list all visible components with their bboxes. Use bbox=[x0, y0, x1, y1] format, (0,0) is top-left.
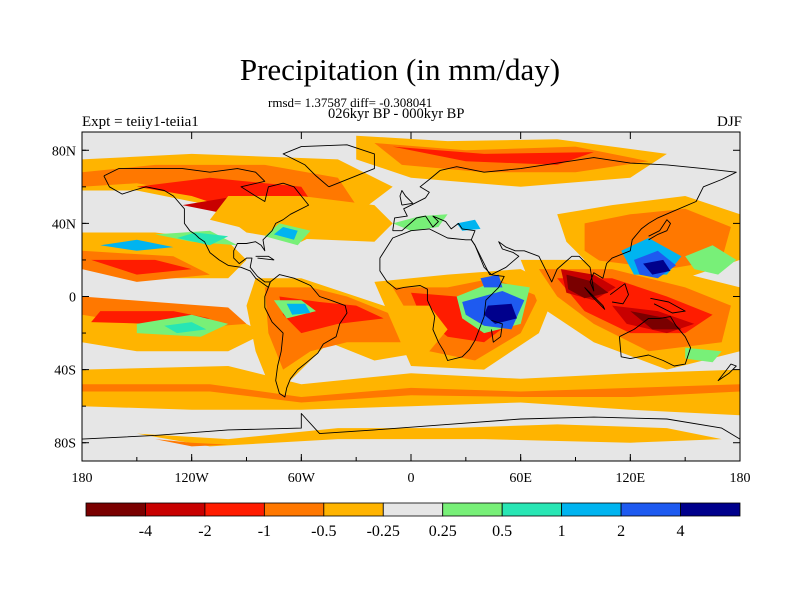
colorbar-label: 2 bbox=[617, 523, 625, 540]
colorbar-segment bbox=[145, 502, 206, 517]
x-tick-label: 60E bbox=[509, 471, 532, 486]
x-tick-label: 180 bbox=[72, 471, 93, 486]
colorbar-segment bbox=[620, 502, 681, 517]
colorbar-label: -0.5 bbox=[311, 523, 336, 540]
colorbar-segment bbox=[501, 502, 563, 517]
colorbar-segment bbox=[263, 502, 325, 517]
chart-title: Precipitation (in mm/day) bbox=[239, 52, 561, 87]
anomaly-region bbox=[643, 259, 671, 275]
anomaly-region bbox=[630, 311, 682, 330]
y-tick-label: 40N bbox=[52, 217, 76, 232]
anomaly-region bbox=[685, 347, 722, 363]
coastline bbox=[717, 363, 737, 382]
coastline bbox=[379, 228, 505, 361]
anomaly-region bbox=[209, 196, 393, 242]
x-tick-label: 60W bbox=[288, 471, 316, 486]
colorbar-label: 0.25 bbox=[429, 523, 457, 540]
y-tick-label: 80S bbox=[54, 437, 76, 452]
anomaly-region bbox=[286, 303, 311, 315]
y-tick-label: 0 bbox=[69, 291, 76, 306]
coastline bbox=[609, 283, 629, 305]
anomaly-region bbox=[456, 219, 481, 231]
anomaly-region bbox=[91, 259, 192, 275]
y-tick-label: 40S bbox=[54, 364, 76, 379]
coastline bbox=[82, 413, 740, 440]
y-tick-label: 80N bbox=[52, 144, 76, 159]
colorbar-label: 1 bbox=[558, 523, 566, 540]
colorbar-label: -4 bbox=[139, 523, 152, 540]
x-tick-label: 120W bbox=[175, 471, 210, 486]
season-label: DJF bbox=[716, 114, 742, 130]
anomaly-region bbox=[82, 384, 740, 403]
experiment-label: Expt = teiiy1-teiia1 bbox=[82, 114, 199, 130]
colorbar-label: -0.25 bbox=[367, 523, 400, 540]
x-tick-label: 120E bbox=[616, 471, 646, 486]
map-field bbox=[82, 132, 740, 461]
coastline bbox=[650, 297, 686, 314]
coastline bbox=[648, 219, 671, 241]
anomaly-region bbox=[164, 322, 207, 334]
coastline bbox=[584, 287, 606, 310]
coastline bbox=[255, 255, 275, 261]
coastlines bbox=[82, 144, 740, 440]
coastline bbox=[618, 316, 692, 367]
anomaly-region bbox=[273, 227, 298, 240]
coastline bbox=[399, 190, 414, 206]
anomaly-region bbox=[566, 274, 609, 299]
colorbar-label: 4 bbox=[677, 523, 685, 540]
colorbar-label: 0.5 bbox=[492, 523, 512, 540]
anomaly-region bbox=[100, 239, 174, 251]
x-tick-label: 180 bbox=[730, 471, 751, 486]
colorbar-segment bbox=[323, 502, 384, 517]
period-subtitle: 026kyr BP - 000kyr BP bbox=[328, 106, 465, 122]
colorbar: -4 -2 -1 -0.5 -0.25 0.25 0.5 1 2 4 bbox=[85, 502, 741, 540]
colorbar-segment bbox=[442, 502, 503, 517]
anomaly-region bbox=[177, 232, 229, 246]
colorbar-segment bbox=[85, 502, 146, 517]
colorbar-segment bbox=[382, 502, 444, 517]
coastline bbox=[392, 157, 737, 292]
colorbar-segment bbox=[680, 502, 741, 517]
y-axis-ticks: 80N 40N 0 40S 80S bbox=[52, 144, 740, 452]
anomaly-region bbox=[392, 305, 448, 352]
anomaly-region bbox=[392, 146, 594, 165]
colorbar-segment bbox=[561, 502, 622, 517]
coastline bbox=[103, 168, 310, 288]
anomaly-region bbox=[685, 245, 737, 275]
x-axis-ticks: 180 120W 60W 0 60E 120E 180 bbox=[72, 132, 751, 486]
coastline bbox=[264, 274, 348, 398]
coastline bbox=[282, 144, 375, 188]
x-tick-label: 0 bbox=[408, 471, 415, 486]
anomaly-region bbox=[480, 274, 503, 288]
anomaly-region bbox=[136, 424, 722, 447]
stats-subtitle: rmsd= 1.37587 diff= -0.308041 bbox=[268, 95, 433, 110]
colorbar-label: -2 bbox=[198, 523, 211, 540]
anomaly-region bbox=[484, 303, 517, 324]
coastline bbox=[490, 319, 503, 343]
anomaly-region bbox=[155, 439, 229, 447]
colorbar-label: -1 bbox=[258, 523, 271, 540]
colorbar-segment bbox=[204, 502, 265, 517]
